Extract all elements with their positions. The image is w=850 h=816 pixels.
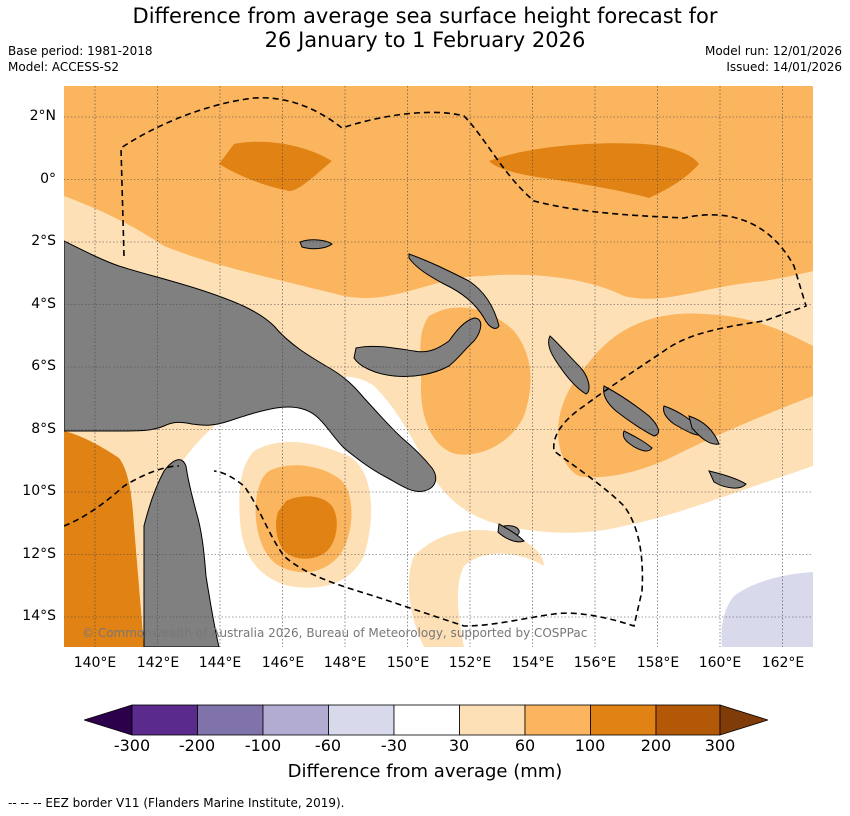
lon-label-162e: 162°E: [761, 655, 805, 671]
cb-swatch-200-300: [655, 704, 721, 736]
lon-label-144e: 144°E: [198, 655, 242, 671]
lat-label-10s: 10°S: [22, 483, 56, 499]
land-east-islands: [688, 415, 720, 445]
title-line-1: Difference from average sea surface heig…: [132, 4, 718, 28]
cb-tick-200: 200: [640, 736, 672, 755]
cb-tick-neg200: -200: [178, 736, 216, 755]
anomaly-band-100-200-pocket: [276, 496, 337, 559]
lat-label-14s: 14°S: [22, 608, 56, 624]
anomaly-band-60-100-east: [558, 313, 813, 478]
land-san-cristobal: [708, 470, 747, 489]
copyright-notice: © Commonwealth of Australia 2026, Bureau…: [82, 626, 588, 640]
lat-label-12s: 12°S: [22, 546, 56, 562]
lat-label-2s: 2°S: [31, 233, 56, 249]
land-new-guinea: [64, 240, 437, 493]
anomaly-band-30-60-south: [408, 530, 544, 647]
meta-left: Base period: 1981-2018 Model: ACCESS-S2: [8, 43, 153, 75]
lon-label-146e: 146°E: [261, 655, 305, 671]
lat-label-6s: 6°S: [31, 358, 56, 374]
anomaly-band-100-200-north-west: [219, 141, 332, 191]
cb-tick-100: 100: [574, 736, 606, 755]
cb-swatch-below-300: [82, 704, 133, 736]
lon-label-154e: 154°E: [511, 655, 555, 671]
land-islet-south: [497, 523, 525, 543]
lon-label-158e: 158°E: [636, 655, 680, 671]
cb-swatch-neg60-neg30: [328, 704, 395, 736]
land-new-britain: [353, 317, 482, 377]
lat-label-0: 0°: [40, 171, 56, 187]
base-period: Base period: 1981-2018: [8, 44, 153, 58]
lon-label-140e: 140°E: [73, 655, 117, 671]
title-line-2: 26 January to 1 February 2026: [264, 28, 586, 52]
cb-swatch-neg30-30: [393, 704, 460, 736]
cb-tick-neg30: -30: [380, 736, 408, 755]
eez-borders: [64, 96, 807, 628]
cb-swatch-neg100-neg60: [262, 704, 329, 736]
cb-swatch-60-100: [524, 704, 591, 736]
colorbar: [82, 703, 770, 737]
chart-title: Difference from average sea surface heig…: [0, 4, 850, 52]
cb-tick-300: 300: [704, 736, 736, 755]
lat-label-8s: 8°S: [31, 421, 56, 437]
model-run: Model run: 12/01/2026: [704, 44, 842, 58]
land-cape-york: [143, 459, 220, 647]
land-solomon-isles: [603, 385, 660, 437]
cb-tick-60: 60: [514, 736, 536, 755]
colorbar-title: Difference from average (mm): [287, 761, 563, 782]
anomaly-band-neg30-neg60: [721, 572, 813, 647]
land-solomon-isles-3: [622, 430, 653, 452]
cb-tick-neg100: -100: [244, 736, 282, 755]
colorbar-svg: [82, 704, 770, 736]
model-name: Model: ACCESS-S2: [8, 60, 120, 74]
cb-tick-neg300: -300: [113, 736, 151, 755]
lon-label-156e: 156°E: [573, 655, 617, 671]
cb-swatch-30-60: [459, 704, 526, 736]
cb-tick-neg60: -60: [314, 736, 342, 755]
map-panel[interactable]: [64, 86, 813, 647]
cb-swatch-100-200: [590, 704, 657, 736]
lat-label-4s: 4°S: [31, 296, 56, 312]
gridlines: [64, 86, 813, 647]
meta-right: Model run: 12/01/2026 Issued: 14/01/2026: [705, 43, 842, 75]
cb-swatch-neg200-neg100: [197, 704, 264, 736]
lon-label-160e: 160°E: [698, 655, 742, 671]
lon-label-152e: 152°E: [448, 655, 492, 671]
lon-label-142e: 142°E: [136, 655, 180, 671]
lat-label-2n: 2°N: [29, 108, 56, 124]
map-svg: [64, 86, 813, 647]
eez-legend-note: -- -- -- EEZ border V11 (Flanders Marine…: [8, 796, 345, 810]
issued-date: Issued: 14/01/2026: [726, 60, 842, 74]
cb-swatch-neg300-neg200: [131, 704, 198, 736]
anomaly-band-100-200-north-east: [489, 143, 699, 198]
lon-label-148e: 148°E: [323, 655, 367, 671]
land-bougainville: [548, 335, 590, 395]
lon-label-150e: 150°E: [386, 655, 430, 671]
land-new-ireland: [408, 253, 500, 329]
cb-tick-30: 30: [448, 736, 470, 755]
anomaly-band-100-200-west: [64, 431, 144, 647]
cb-swatch-above-300: [719, 704, 770, 736]
